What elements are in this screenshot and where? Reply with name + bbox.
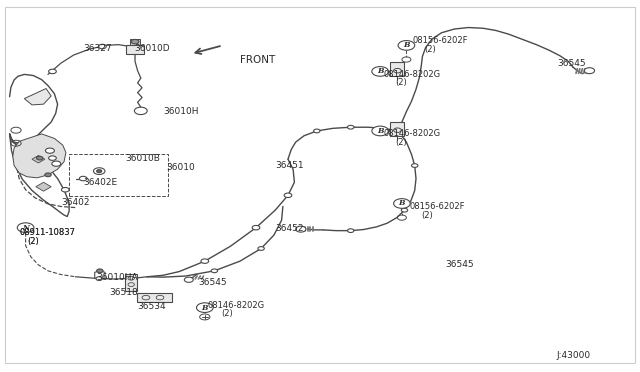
Text: (2): (2) (396, 138, 407, 147)
Text: 36545: 36545 (445, 260, 474, 269)
Text: B: B (202, 304, 208, 312)
Circle shape (196, 303, 213, 312)
Circle shape (401, 208, 408, 212)
Circle shape (372, 126, 388, 136)
Text: 36452: 36452 (275, 224, 304, 233)
Circle shape (79, 176, 87, 181)
Text: J:43000: J:43000 (557, 351, 591, 360)
Text: B: B (403, 41, 410, 49)
Circle shape (61, 187, 69, 192)
Circle shape (252, 225, 260, 230)
Circle shape (394, 199, 410, 208)
Text: 36010D: 36010D (134, 44, 170, 53)
Text: 36010: 36010 (166, 163, 195, 172)
Circle shape (49, 69, 56, 74)
Bar (125, 274, 137, 291)
Text: 36402: 36402 (61, 198, 90, 207)
Bar (126, 45, 144, 54)
Text: 08146-8202G: 08146-8202G (384, 70, 441, 79)
Circle shape (184, 277, 193, 282)
Circle shape (258, 247, 264, 250)
Text: FRONT: FRONT (240, 55, 275, 65)
Bar (390, 122, 404, 136)
Text: 36545: 36545 (557, 59, 586, 68)
Circle shape (372, 67, 388, 76)
Circle shape (412, 164, 418, 167)
Text: (2): (2) (424, 45, 436, 54)
Polygon shape (36, 182, 51, 191)
Circle shape (284, 193, 292, 198)
Circle shape (398, 41, 415, 50)
Text: 08156-6202F: 08156-6202F (413, 36, 468, 45)
Text: 36451: 36451 (275, 161, 304, 170)
Circle shape (314, 129, 320, 133)
Bar (390, 62, 404, 76)
Circle shape (584, 68, 595, 74)
Text: 36327: 36327 (83, 44, 112, 53)
Text: 36010B: 36010B (125, 154, 159, 163)
Text: 36518: 36518 (109, 288, 138, 296)
Bar (130, 39, 140, 45)
Circle shape (45, 173, 51, 177)
Circle shape (211, 269, 218, 273)
Text: 36010HA: 36010HA (96, 273, 138, 282)
Circle shape (131, 276, 138, 280)
Bar (137, 293, 172, 302)
Circle shape (97, 170, 102, 173)
Circle shape (36, 156, 43, 160)
Circle shape (45, 148, 54, 153)
Circle shape (348, 229, 354, 232)
Text: (2): (2) (396, 78, 407, 87)
Circle shape (49, 156, 56, 160)
Circle shape (97, 269, 103, 273)
Text: 08911-10837: 08911-10837 (19, 228, 76, 237)
Polygon shape (24, 89, 51, 105)
Circle shape (93, 168, 105, 174)
Text: (2): (2) (421, 211, 433, 219)
Circle shape (394, 128, 403, 134)
Circle shape (348, 125, 354, 129)
Circle shape (96, 277, 102, 280)
Text: B: B (399, 199, 405, 208)
Circle shape (296, 226, 306, 232)
Circle shape (99, 44, 106, 49)
Bar (69, 154, 168, 196)
Text: (2): (2) (27, 237, 38, 246)
Text: 36010H: 36010H (163, 107, 198, 116)
Polygon shape (13, 134, 66, 178)
Circle shape (52, 161, 61, 166)
Circle shape (17, 223, 34, 232)
Polygon shape (32, 155, 45, 163)
Text: 08146-8202G: 08146-8202G (208, 301, 265, 310)
Text: B: B (377, 127, 383, 135)
Text: 08146-8202G: 08146-8202G (384, 129, 441, 138)
Text: 08156-6202F: 08156-6202F (410, 202, 465, 211)
Text: 08911-10837: 08911-10837 (19, 228, 76, 237)
Text: (2): (2) (221, 309, 232, 318)
Text: 36545: 36545 (198, 278, 227, 287)
Text: N: N (22, 224, 29, 232)
Text: 36534: 36534 (138, 302, 166, 311)
Text: B: B (377, 67, 383, 76)
Text: (2): (2) (27, 237, 38, 246)
Circle shape (201, 259, 209, 263)
Text: 36402E: 36402E (83, 178, 117, 187)
Circle shape (131, 39, 139, 44)
